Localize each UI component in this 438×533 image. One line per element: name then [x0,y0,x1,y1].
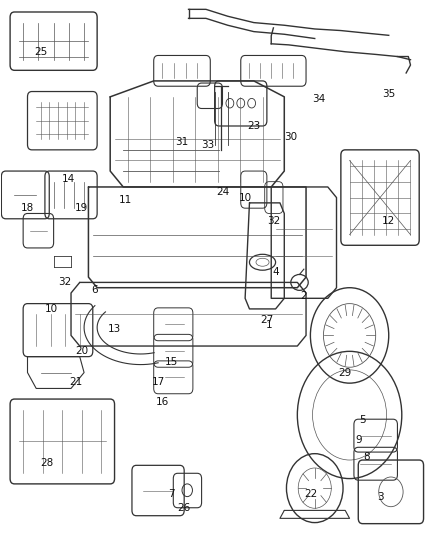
Text: 22: 22 [304,489,317,499]
Text: 28: 28 [40,458,54,467]
Text: 32: 32 [58,277,71,287]
Text: 26: 26 [177,503,191,513]
Text: 7: 7 [168,489,174,499]
Text: 15: 15 [165,357,178,367]
Text: 2: 2 [300,290,307,301]
Text: 4: 4 [272,267,279,277]
Text: 6: 6 [92,285,98,295]
Text: 10: 10 [239,192,252,203]
Text: 9: 9 [355,435,362,446]
Text: 20: 20 [75,346,88,357]
Text: 33: 33 [201,140,215,150]
Text: 34: 34 [312,94,326,104]
Text: 8: 8 [364,453,370,463]
Text: 5: 5 [359,415,366,425]
Text: 25: 25 [34,47,47,56]
Text: 29: 29 [339,368,352,377]
Text: 23: 23 [247,121,261,131]
Text: 19: 19 [75,203,88,213]
Text: 32: 32 [267,216,280,227]
Text: 21: 21 [69,377,82,387]
Text: 12: 12 [382,216,396,227]
Text: 24: 24 [217,187,230,197]
Text: 35: 35 [382,89,396,99]
Text: 11: 11 [119,195,132,205]
Text: 16: 16 [156,397,169,407]
Text: 27: 27 [260,314,273,325]
Text: 18: 18 [21,203,34,213]
Text: 14: 14 [62,174,75,184]
Text: 3: 3 [377,492,383,502]
Text: 17: 17 [152,377,165,387]
Text: 1: 1 [266,320,272,330]
Text: 10: 10 [45,304,58,314]
Text: 31: 31 [175,137,189,147]
Text: 30: 30 [284,132,297,142]
Text: 13: 13 [108,324,121,334]
